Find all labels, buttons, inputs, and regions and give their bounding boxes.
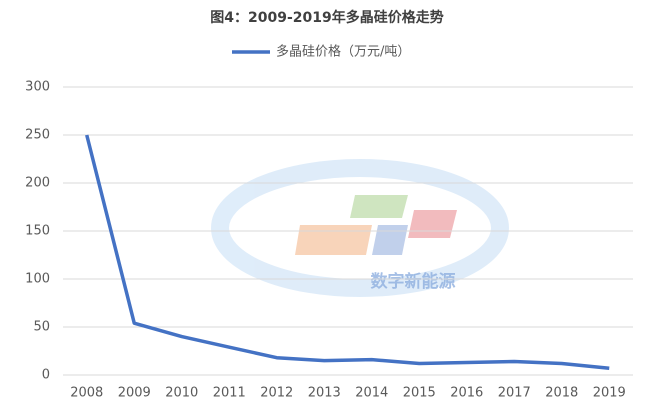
- y-tick-label: 150: [25, 224, 50, 239]
- x-tick-label: 2017: [498, 386, 531, 401]
- y-tick-label: 100: [25, 272, 50, 287]
- x-tick-label: 2016: [450, 386, 483, 401]
- x-tick-label: 2018: [545, 386, 578, 401]
- y-tick-label: 50: [33, 320, 50, 335]
- y-tick-label: 250: [25, 128, 50, 143]
- watermark-logo: [211, 159, 509, 297]
- watermark-text: 数字新能源: [371, 271, 456, 292]
- x-tick-label: 2013: [308, 386, 341, 401]
- y-tick-label: 300: [25, 80, 50, 95]
- x-tick-label: 2015: [403, 386, 436, 401]
- x-tick-label: 2010: [165, 386, 198, 401]
- x-tick-label: 2014: [355, 386, 388, 401]
- x-tick-label: 2008: [70, 386, 103, 401]
- x-tick-label: 2009: [118, 386, 151, 401]
- x-tick-label: 2019: [593, 386, 626, 401]
- chart-title: 图4：2009-2019年多晶硅价格走势: [210, 9, 443, 26]
- y-tick-label: 0: [42, 368, 50, 383]
- data-line: [85, 134, 610, 371]
- legend-label: 多晶硅价格（万元/吨）: [276, 44, 410, 60]
- y-tick-label: 200: [25, 176, 50, 191]
- x-tick-label: 2012: [260, 386, 293, 401]
- x-tick-label: 2011: [213, 386, 246, 401]
